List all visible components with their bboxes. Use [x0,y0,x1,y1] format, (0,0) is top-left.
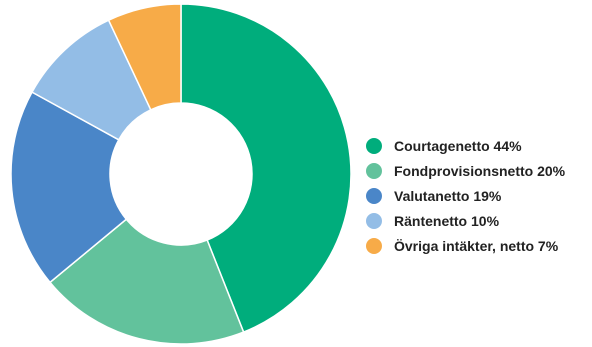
legend-item-fondprovisionsnetto: Fondprovisionsnetto 20% [366,161,565,181]
legend-label-ovriga-intakter: Övriga intäkter, netto 7% [394,238,559,254]
legend-label-valutanetto: Valutanetto 19% [394,188,502,204]
legend-swatch-ovriga-intakter [366,238,382,254]
legend-item-courtagenetto: Courtagenetto 44% [366,136,565,156]
donut-slice-valutanetto [10,91,128,284]
legend-label-courtagenetto: Courtagenetto 44% [394,138,522,154]
chart-legend: Courtagenetto 44% Fondprovisionsnetto 20… [366,136,565,256]
legend-swatch-valutanetto [366,188,382,204]
legend-swatch-fondprovisionsnetto [366,163,382,179]
donut-slice-courtagenetto [180,3,352,334]
legend-item-rantenetto: Räntenetto 10% [366,211,565,231]
legend-item-valutanetto: Valutanetto 19% [366,186,565,206]
legend-label-rantenetto: Räntenetto 10% [394,213,500,229]
legend-label-fondprovisionsnetto: Fondprovisionsnetto 20% [394,163,566,179]
legend-item-ovriga-intakter: Övriga intäkter, netto 7% [366,236,565,256]
legend-swatch-rantenetto [366,213,382,229]
legend-swatch-courtagenetto [366,138,382,154]
donut-slice-ovriga-intakter [107,3,182,111]
donut-slice-fondprovisionsnetto [48,218,245,345]
